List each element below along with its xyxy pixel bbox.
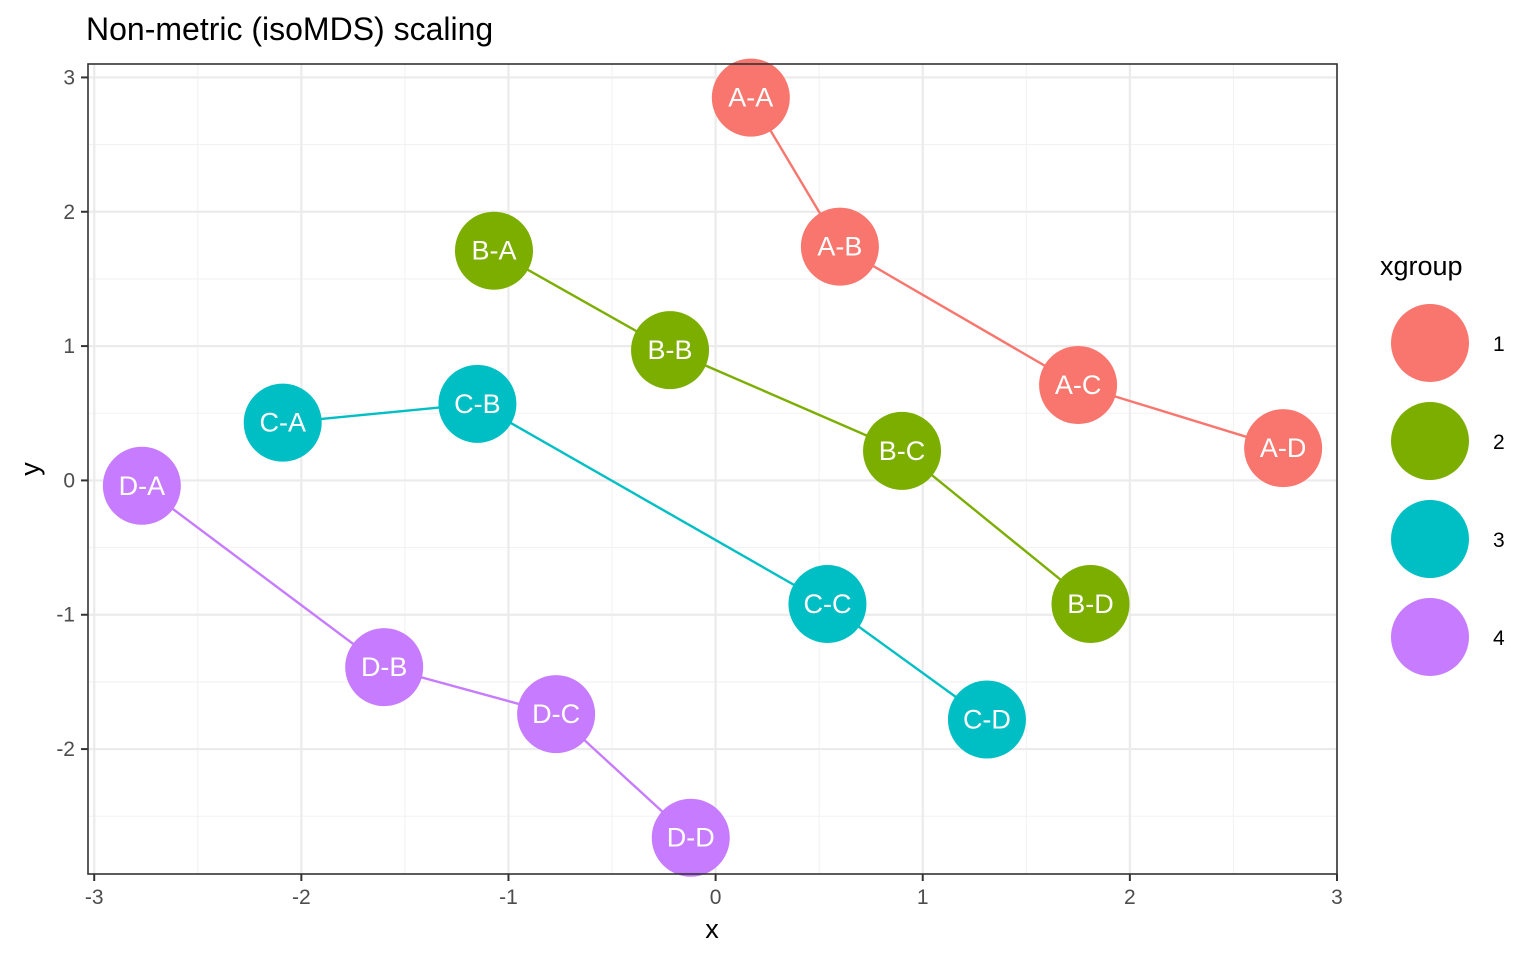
legend-key-3 <box>1391 500 1469 578</box>
series-line-1 <box>749 96 1284 450</box>
point-marker <box>1244 409 1323 488</box>
legend-label: 2 <box>1493 431 1505 454</box>
data-points: A-A A-B A-C A-D B-A B-B B-C B-D C-A C-B C-C C-D D-A D… <box>102 58 1323 877</box>
data-point: A-B <box>800 207 879 286</box>
x-tick-label: 2 <box>1124 886 1136 909</box>
point-label: B-D <box>1067 589 1114 619</box>
legend-title: xgroup <box>1380 251 1463 281</box>
panel-border <box>87 63 1338 875</box>
data-point: D-D <box>651 798 730 877</box>
x-tick-label: -3 <box>85 886 104 909</box>
point-marker <box>1039 346 1118 425</box>
legend-label: 1 <box>1493 333 1505 356</box>
point-label: A-A <box>728 83 773 113</box>
point-marker <box>788 565 867 643</box>
point-marker <box>947 680 1026 759</box>
y-tick-label: 0 <box>63 469 75 492</box>
axes: -3 -2 -1 0 1 2 3 -2 -1 0 1 2 3 <box>56 66 1343 909</box>
legend-label: 3 <box>1493 529 1505 552</box>
chart-title: Non-metric (isoMDS) scaling <box>86 11 493 47</box>
y-tick-label: 1 <box>63 335 75 358</box>
data-point: C-C <box>788 565 867 643</box>
y-tick-label: 3 <box>63 66 75 89</box>
x-tick-label: 3 <box>1331 886 1343 909</box>
point-label: D-D <box>667 823 715 853</box>
y-axis-title: y <box>15 462 45 476</box>
grid <box>88 64 1339 874</box>
legend-key-4 <box>1391 598 1469 676</box>
point-marker <box>1051 565 1130 643</box>
point-label: B-B <box>648 335 693 365</box>
x-tick-label: 1 <box>917 886 929 909</box>
point-label: D-A <box>119 471 166 501</box>
series-line-2 <box>493 249 1092 605</box>
point-marker <box>863 411 942 490</box>
point-marker <box>517 675 596 754</box>
data-point: D-A <box>102 446 181 525</box>
legend: xgroup 1 2 3 4 <box>1380 251 1505 676</box>
data-point: B-D <box>1051 565 1130 643</box>
point-marker <box>438 364 517 443</box>
point-marker <box>800 207 879 286</box>
point-marker <box>631 311 710 390</box>
x-tick-label: -2 <box>292 886 311 909</box>
data-point: A-A <box>711 58 790 137</box>
series-lines <box>141 96 1284 839</box>
data-point: A-D <box>1244 409 1323 488</box>
point-label: B-C <box>879 436 926 466</box>
point-label: C-D <box>963 705 1011 735</box>
point-label: A-D <box>1260 433 1307 463</box>
point-label: A-C <box>1055 370 1102 400</box>
data-point: D-C <box>517 675 596 754</box>
point-marker <box>102 446 181 525</box>
data-point: B-C <box>863 411 942 490</box>
x-tick-label: -1 <box>499 886 518 909</box>
data-point: C-A <box>243 383 322 462</box>
data-point: B-A <box>454 211 533 290</box>
point-label: A-B <box>817 232 862 262</box>
point-marker <box>243 383 322 462</box>
x-tick-label: 0 <box>710 886 722 909</box>
point-label: C-A <box>259 408 306 438</box>
point-label: D-B <box>361 652 408 682</box>
point-label: C-C <box>803 589 851 619</box>
legend-label: 4 <box>1493 627 1505 650</box>
data-point: C-D <box>947 680 1026 759</box>
data-point: B-B <box>631 311 710 390</box>
point-label: B-A <box>471 236 516 266</box>
data-point: C-B <box>438 364 517 443</box>
point-marker <box>345 628 424 707</box>
y-tick-label: -2 <box>56 738 75 761</box>
point-marker <box>454 211 533 290</box>
y-tick-label: -1 <box>56 604 75 627</box>
x-axis-title: x <box>705 914 719 944</box>
point-marker <box>651 798 730 877</box>
point-marker <box>711 58 790 137</box>
data-point: D-B <box>345 628 424 707</box>
series-line-3 <box>282 402 988 721</box>
y-tick-label: 2 <box>63 201 75 224</box>
point-label: D-C <box>532 699 580 729</box>
legend-key-1 <box>1391 304 1469 382</box>
data-point: A-C <box>1039 346 1118 425</box>
point-label: C-B <box>454 389 501 419</box>
series-line-4 <box>141 484 692 839</box>
legend-key-2 <box>1391 402 1469 480</box>
